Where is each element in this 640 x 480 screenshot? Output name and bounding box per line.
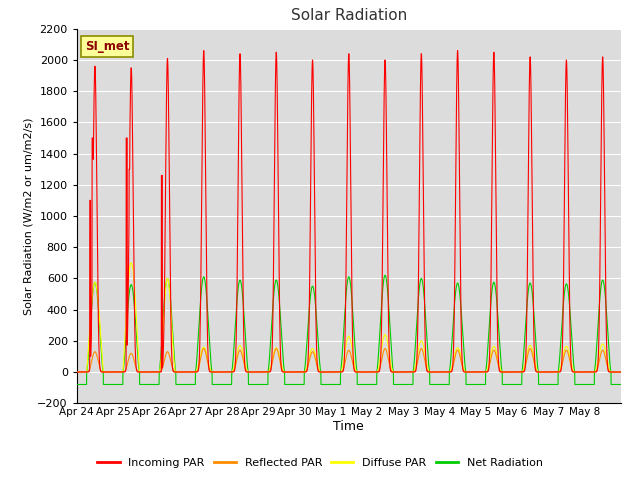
Text: SI_met: SI_met — [85, 40, 129, 53]
Y-axis label: Solar Radiation (W/m2 or um/m2/s): Solar Radiation (W/m2 or um/m2/s) — [23, 117, 33, 315]
Title: Solar Radiation: Solar Radiation — [291, 9, 407, 24]
Legend: Incoming PAR, Reflected PAR, Diffuse PAR, Net Radiation: Incoming PAR, Reflected PAR, Diffuse PAR… — [93, 453, 547, 472]
X-axis label: Time: Time — [333, 420, 364, 433]
